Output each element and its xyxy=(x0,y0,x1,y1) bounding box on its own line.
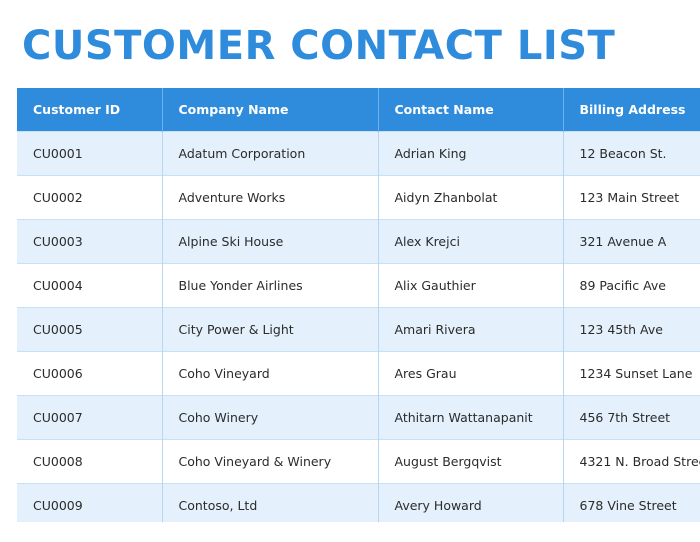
cell-contact-name: Aidyn Zhanbolat xyxy=(378,175,564,220)
table-row: CU0007 Coho Winery Athitarn Wattanapanit… xyxy=(17,395,700,440)
table-body: CU0001 Adatum Corporation Adrian King 12… xyxy=(17,131,700,522)
cell-contact-name: Avery Howard xyxy=(378,483,564,522)
cell-company-name: Alpine Ski House xyxy=(162,219,379,264)
cell-billing-address: 4321 N. Broad Street xyxy=(563,439,700,484)
cell-company-name: City Power & Light xyxy=(162,307,379,352)
cell-company-name: Adventure Works xyxy=(162,175,379,220)
table-row: CU0003 Alpine Ski House Alex Krejci 321 … xyxy=(17,219,700,264)
cell-contact-name: Athitarn Wattanapanit xyxy=(378,395,564,440)
cell-billing-address: 123 Main Street xyxy=(563,175,700,220)
cell-contact-name: Ares Grau xyxy=(378,351,564,396)
table-row: CU0004 Blue Yonder Airlines Alix Gauthie… xyxy=(17,263,700,308)
cell-billing-address: 12 Beacon St. xyxy=(563,131,700,176)
cell-customer-id: CU0002 xyxy=(17,175,163,220)
header-customer-id: Customer ID xyxy=(17,88,163,132)
page-title: CUSTOMER CONTACT LIST xyxy=(22,23,616,69)
cell-contact-name: Alix Gauthier xyxy=(378,263,564,308)
customer-table-container: Customer ID Company Name Contact Name Bi… xyxy=(17,88,700,522)
table-row: CU0005 City Power & Light Amari Rivera 1… xyxy=(17,307,700,352)
cell-company-name: Adatum Corporation xyxy=(162,131,379,176)
cell-contact-name: August Bergqvist xyxy=(378,439,564,484)
header-row: Customer ID Company Name Contact Name Bi… xyxy=(17,88,700,132)
cell-billing-address: 89 Pacific Ave xyxy=(563,263,700,308)
cell-company-name: Coho Vineyard & Winery xyxy=(162,439,379,484)
cell-billing-address: 456 7th Street xyxy=(563,395,700,440)
cell-contact-name: Alex Krejci xyxy=(378,219,564,264)
cell-customer-id: CU0008 xyxy=(17,439,163,484)
header-company-name: Company Name xyxy=(162,88,379,132)
cell-billing-address: 1234 Sunset Lane xyxy=(563,351,700,396)
cell-customer-id: CU0007 xyxy=(17,395,163,440)
cell-customer-id: CU0004 xyxy=(17,263,163,308)
table-header: Customer ID Company Name Contact Name Bi… xyxy=(17,88,700,132)
cell-company-name: Coho Vineyard xyxy=(162,351,379,396)
cell-contact-name: Amari Rivera xyxy=(378,307,564,352)
customer-contact-table: Customer ID Company Name Contact Name Bi… xyxy=(17,88,700,522)
cell-customer-id: CU0009 xyxy=(17,483,163,522)
header-contact-name: Contact Name xyxy=(378,88,564,132)
table-row: CU0008 Coho Vineyard & Winery August Ber… xyxy=(17,439,700,484)
cell-company-name: Coho Winery xyxy=(162,395,379,440)
cell-customer-id: CU0005 xyxy=(17,307,163,352)
table-row: CU0001 Adatum Corporation Adrian King 12… xyxy=(17,131,700,176)
cell-customer-id: CU0003 xyxy=(17,219,163,264)
header-billing-address: Billing Address xyxy=(563,88,700,132)
table-row: CU0002 Adventure Works Aidyn Zhanbolat 1… xyxy=(17,175,700,220)
table-row: CU0009 Contoso, Ltd Avery Howard 678 Vin… xyxy=(17,483,700,522)
cell-billing-address: 321 Avenue A xyxy=(563,219,700,264)
cell-customer-id: CU0006 xyxy=(17,351,163,396)
cell-billing-address: 123 45th Ave xyxy=(563,307,700,352)
cell-company-name: Blue Yonder Airlines xyxy=(162,263,379,308)
cell-customer-id: CU0001 xyxy=(17,131,163,176)
cell-contact-name: Adrian King xyxy=(378,131,564,176)
cell-billing-address: 678 Vine Street xyxy=(563,483,700,522)
table-row: CU0006 Coho Vineyard Ares Grau 1234 Suns… xyxy=(17,351,700,396)
cell-company-name: Contoso, Ltd xyxy=(162,483,379,522)
